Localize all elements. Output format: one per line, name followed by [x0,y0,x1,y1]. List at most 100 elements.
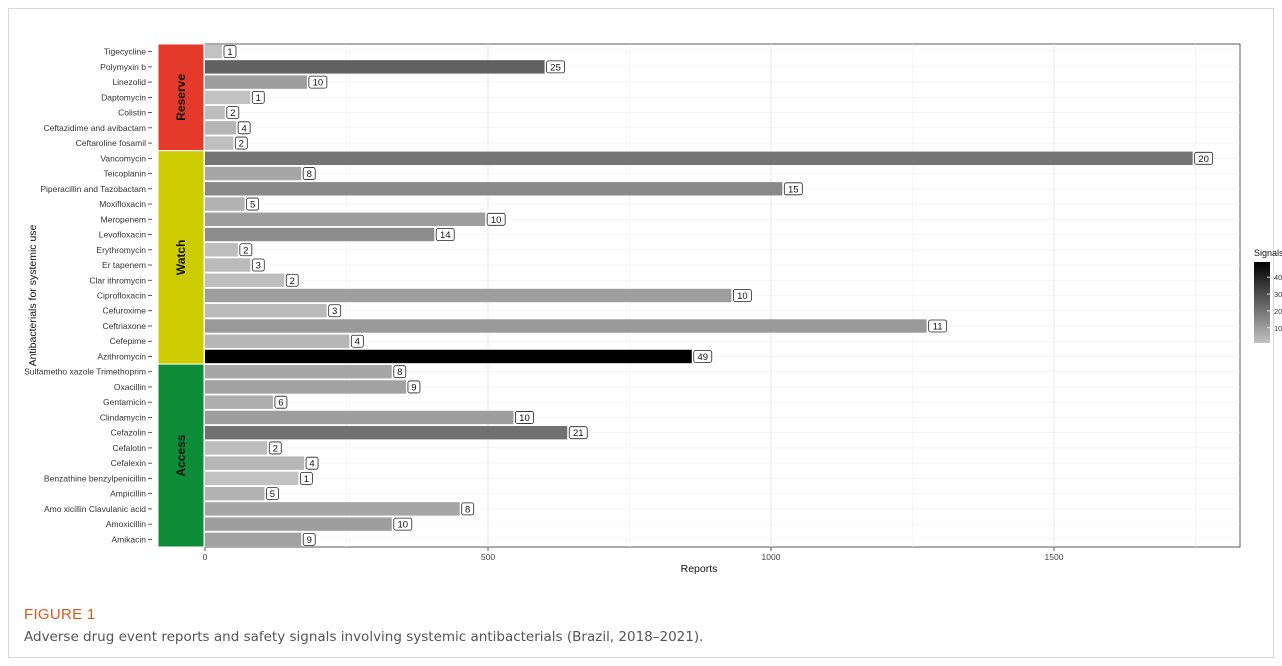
data-label-box [302,532,316,546]
legend-tick-label: 30 [1274,290,1282,299]
data-label: 4 [355,337,360,348]
category-label: Ceftaroline fosamil [76,138,147,148]
bar-gentamicin [205,395,273,409]
data-label: 21 [573,428,584,439]
data-label: 3 [332,306,337,317]
bar-cefalexin [205,456,305,470]
bar-azithromycin [205,349,692,364]
data-label-box [546,60,565,74]
bar-erythromycin [205,243,238,257]
data-label-box [732,289,752,302]
group-label: Reserve [174,74,188,121]
category-label: Moxifloxacin [99,199,146,209]
data-label-box [393,365,407,379]
data-label: 2 [239,139,244,150]
data-label-box [268,441,282,455]
data-label: 4 [241,123,246,134]
data-label: 2 [243,245,248,256]
category-label: Oxacillin [114,382,146,392]
bar-oxacillin [205,380,406,394]
bar-cefuroxime [205,304,327,318]
data-label: 9 [307,535,312,546]
data-label: 2 [230,108,235,119]
category-label: Linezolid [112,77,146,87]
group-strip-watch [157,150,205,365]
data-label-box [274,395,288,409]
x-tick-label: 500 [481,552,495,562]
data-label-box [435,228,455,241]
bar-piperacillin-and-tazobactam [205,182,783,196]
category-label: Amoxicillin [106,519,146,529]
group-strip-reserve [157,43,205,152]
bar-vancomycin [205,151,1193,166]
category-label: Vancomycin [100,153,146,163]
x-axis-title: Reports [681,563,718,575]
data-label: 5 [250,200,255,211]
bar-ceftaroline-fosamil [205,136,234,150]
data-label-box [299,472,313,485]
data-label-box [783,182,803,196]
group-label: Access [174,434,188,476]
data-label: 1 [227,47,232,58]
category-label: Er tapenem [102,260,146,270]
bar-clar-ithromycin [205,273,285,287]
data-label-box [693,350,713,363]
bar-levofloxacin [205,227,435,242]
data-label: 3 [256,261,261,272]
bar-cefazolin [205,425,568,440]
category-label: Ceftazidime and avibactam [43,123,146,133]
legend-tick-label: 40 [1274,273,1282,282]
data-label: 8 [397,367,402,378]
data-label-box [328,304,342,318]
legend-colorbar [1254,262,1270,343]
data-label: 14 [440,230,451,241]
group-strip-access [157,363,205,548]
category-label: Meropenem [101,214,146,224]
data-label: 10 [397,520,408,531]
category-label: Daptomycin [101,92,146,102]
category-label: Benzathine benzylpenicillin [44,473,146,483]
data-label-box [515,411,534,424]
category-label: Ceftriaxone [103,321,147,331]
data-label: 15 [788,184,799,195]
category-label: Amikacin [112,534,147,544]
data-label: 25 [550,62,561,73]
data-label: 4 [309,459,314,470]
figure-label: FIGURE 1 [24,606,96,623]
data-label-box [308,75,328,89]
category-label: Cefepime [110,336,147,346]
x-tick-label: 1500 [1045,552,1064,562]
bar-cefalotin [205,441,268,455]
data-label-box [393,517,413,531]
data-label: 5 [270,489,275,500]
data-label-box [234,136,248,150]
x-tick-label: 0 [203,552,208,562]
data-label: 2 [273,443,278,454]
category-label: Sulfametho xazole Trimethoprim [24,367,146,377]
legend-title: Signals [1254,248,1282,258]
category-label: Colistin [118,108,146,118]
data-label-box [251,258,265,272]
data-label-box [350,334,364,348]
data-label-box [1194,151,1214,165]
data-label: 11 [933,321,943,332]
data-label: 1 [304,474,309,485]
category-label: Gentamicin [103,397,146,407]
category-label: Erythromycin [96,245,146,255]
data-label-box [568,426,588,440]
data-label-box [285,273,299,287]
data-label-box [486,212,506,226]
data-label-box [407,380,421,394]
bar-clindamycin [205,410,514,425]
category-label: Azithromycin [97,351,146,361]
data-label: 10 [313,78,324,89]
bar-ceftriaxone [205,319,927,333]
category-label: Cefazolin [111,428,147,438]
data-label: 2 [290,276,295,287]
category-label: Tigecycline [104,47,146,57]
data-label: 1 [256,93,261,104]
bar-ciprofloxacin [205,288,732,303]
category-label: Cefalotin [112,443,146,453]
bar-moxifloxacin [205,197,245,211]
